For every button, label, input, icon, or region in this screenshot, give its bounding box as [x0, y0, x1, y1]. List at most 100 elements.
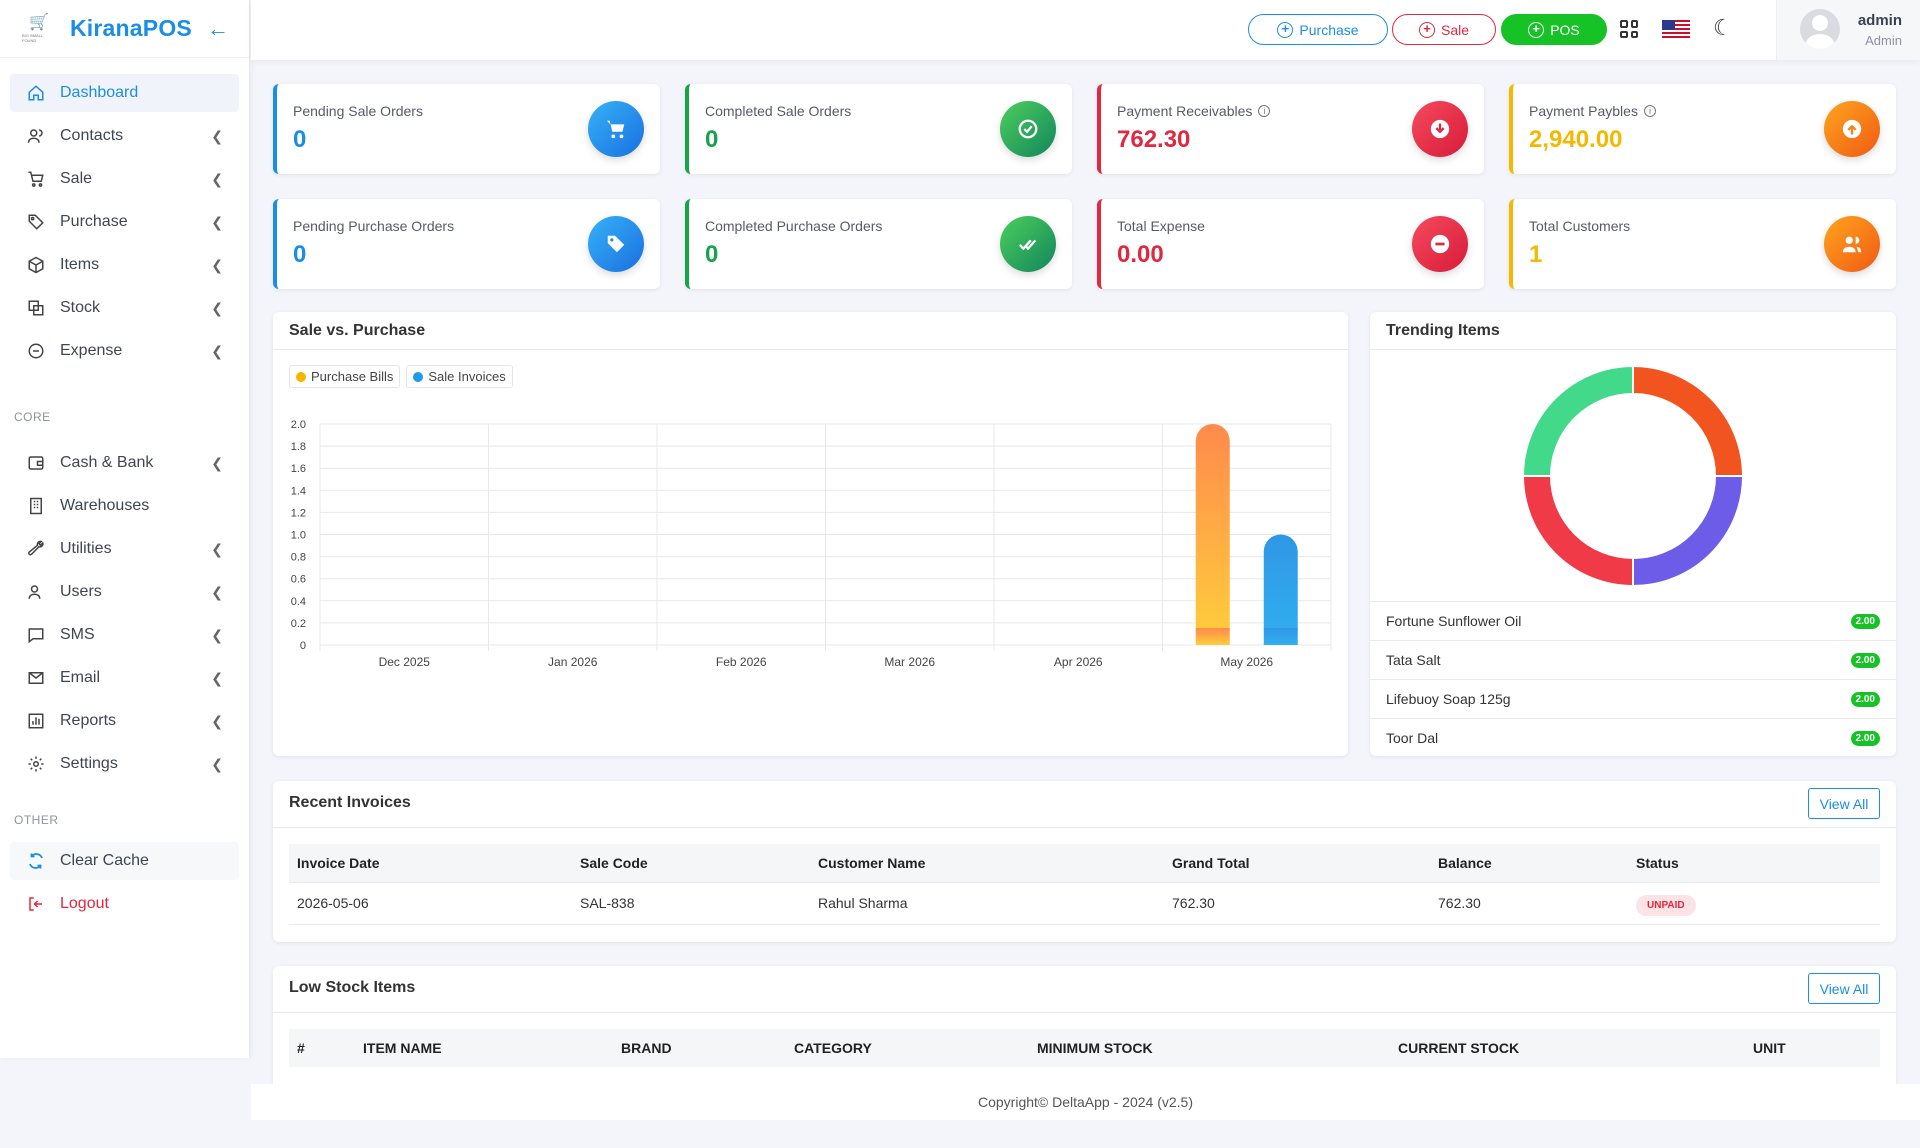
sidebar-item-contacts[interactable]: Contacts ❮	[10, 117, 239, 155]
us-flag-icon[interactable]	[1662, 20, 1690, 39]
sale-vs-purchase-card: Sale vs. Purchase Purchase Bills Sale In…	[273, 312, 1348, 756]
y-tick-label: 0.8	[291, 552, 306, 564]
topbar: + Purchase + Sale + POS ☾ admin Admin	[251, 0, 1920, 60]
sidebar-item-reports[interactable]: Reports ❮	[10, 702, 239, 740]
chevron-left-icon: ❮	[211, 540, 223, 557]
chevron-left-icon: ❮	[211, 626, 223, 643]
y-tick-label: 1.6	[291, 463, 306, 475]
bar-purchase-bills	[1195, 424, 1230, 645]
donut-slice-tata-salt[interactable]	[1632, 475, 1745, 588]
donut-slice-lifebuoy-soap-125g[interactable]	[1521, 475, 1634, 588]
legend-item-purchase-bills[interactable]: Purchase Bills	[289, 365, 401, 388]
column-header: CURRENT STOCK	[1390, 1029, 1745, 1067]
minus-circle-icon	[26, 341, 46, 361]
table-row[interactable]: 2026-05-06 SAL-838 Rahul Sharma 762.30 7…	[289, 881, 1880, 925]
pos-button[interactable]: + POS	[1501, 14, 1607, 45]
arrow-up-circle-icon	[1824, 101, 1880, 157]
list-item: Tata Salt 2.00	[1370, 640, 1896, 679]
user-menu[interactable]: admin Admin	[1776, 0, 1920, 60]
view-all-button[interactable]: View All	[1808, 973, 1880, 1004]
sidebar-item-clear-cache[interactable]: Clear Cache	[10, 842, 239, 880]
collapse-sidebar-icon[interactable]: ←	[207, 15, 229, 41]
sale-button[interactable]: + Sale	[1392, 14, 1496, 45]
cart-icon	[26, 169, 46, 189]
column-header: Sale Code	[572, 844, 810, 882]
moon-icon[interactable]: ☾	[1713, 15, 1733, 40]
stat-card-payment-paybles: Payment Paybles i 2,940.00	[1509, 84, 1896, 174]
status-badge: UNPAID	[1636, 895, 1696, 916]
sidebar-item-settings[interactable]: Settings ❮	[10, 745, 239, 783]
qty-badge: 2.00	[1850, 730, 1880, 746]
x-tick-label: Dec 2025	[379, 655, 431, 669]
sidebar-menu: Dashboard Contacts ❮ Sale ❮ Purchase ❮ I…	[0, 58, 249, 923]
divider	[273, 349, 1348, 350]
stat-card-pending-purchase-orders: Pending Purchase Orders 0	[273, 199, 660, 289]
sidebar-item-dashboard[interactable]: Dashboard	[10, 74, 239, 112]
section-label-other: OTHER	[14, 813, 59, 827]
list-item: Lifebuoy Soap 125g 2.00	[1370, 679, 1896, 718]
sidebar-item-sale[interactable]: Sale ❮	[10, 160, 239, 198]
sidebar-item-expense[interactable]: Expense ❮	[10, 332, 239, 370]
section-title: Low Stock Items	[289, 979, 416, 996]
x-tick-label: Jan 2026	[548, 655, 598, 669]
stat-card-completed-sale-orders: Completed Sale Orders 0	[685, 84, 1072, 174]
legend-dot	[413, 371, 424, 382]
divider	[273, 827, 1896, 828]
chevron-left-icon: ❮	[211, 583, 223, 600]
y-tick-label: 1.4	[291, 485, 306, 497]
building-icon	[26, 496, 46, 516]
sidebar-item-utilities[interactable]: Utilities ❮	[10, 530, 239, 568]
sidebar-item-warehouses[interactable]: Warehouses	[10, 487, 239, 525]
y-tick-label: 1.2	[291, 507, 306, 519]
tag-icon	[588, 216, 644, 272]
column-header: ITEM NAME	[355, 1029, 613, 1067]
sidebar-item-items[interactable]: Items ❮	[10, 246, 239, 284]
cart-icon	[588, 101, 644, 157]
divider	[273, 1012, 1896, 1013]
purchase-button[interactable]: + Purchase	[1248, 14, 1388, 45]
recent-invoices-card: Recent Invoices View All Invoice Date Sa…	[273, 781, 1896, 942]
section-label-core: CORE	[14, 410, 51, 424]
y-tick-label: 1.8	[291, 441, 306, 453]
y-tick-label: 1.0	[291, 530, 306, 542]
stat-card-payment-receivables: Payment Receivables i 762.30	[1097, 84, 1484, 174]
donut-slice-fortune-sunflower-oil[interactable]	[1632, 364, 1745, 477]
double-check-icon	[1000, 216, 1056, 272]
sidebar-item-purchase[interactable]: Purchase ❮	[10, 203, 239, 241]
chevron-left-icon: ❮	[211, 213, 223, 230]
chart-legend: Purchase Bills Sale Invoices	[289, 365, 513, 388]
y-tick-label: 0.2	[291, 618, 306, 630]
view-all-button[interactable]: View All	[1808, 788, 1880, 819]
footer: Copyright© DeltaApp - 2024 (v2.5)	[251, 1084, 1920, 1120]
gear-icon	[26, 754, 46, 774]
plus-circle-icon: +	[1277, 21, 1294, 38]
sale-vs-purchase-chart: 0 0.2 0.4 0.6 0.8 1.0 1.2 1.4 1.6 1.8 2.0 Dec 2025 J…	[291, 419, 1332, 669]
sidebar-item-users[interactable]: Users ❮	[10, 573, 239, 611]
section-title: Recent Invoices	[289, 794, 411, 811]
info-icon[interactable]: i	[1258, 105, 1271, 117]
chevron-left-icon: ❮	[211, 669, 223, 686]
section-title: Trending Items	[1386, 322, 1500, 339]
y-tick-label: 0.4	[291, 596, 306, 608]
sidebar-item-logout[interactable]: Logout	[10, 885, 239, 923]
avatar	[1800, 9, 1840, 49]
list-item: Toor Dal 2.00	[1370, 718, 1896, 757]
sidebar-item-sms[interactable]: SMS ❮	[10, 616, 239, 654]
sidebar-item-email[interactable]: Email ❮	[10, 659, 239, 697]
bar-sale-invoices	[1263, 534, 1298, 645]
low-stock-card: Low Stock Items View All # ITEM NAME BRA…	[273, 966, 1896, 1084]
legend-item-sale-invoices[interactable]: Sale Invoices	[406, 365, 513, 388]
sidebar-item-stock[interactable]: Stock ❮	[10, 289, 239, 327]
section-title: Sale vs. Purchase	[289, 322, 426, 339]
message-icon	[26, 625, 46, 645]
column-header: Customer Name	[810, 844, 1164, 882]
arrow-down-circle-icon	[1412, 101, 1468, 157]
apps-grid-icon[interactable]	[1620, 20, 1638, 38]
sidebar-item-cash-bank[interactable]: Cash & Bank ❮	[10, 444, 239, 482]
app-name: KiranaPOS	[70, 15, 192, 41]
donut-slice-toor-dal[interactable]	[1521, 364, 1634, 477]
y-tick-label: 0.6	[291, 574, 306, 586]
sidebar: 🛒 BIG SMALL FOUND KiranaPOS ← Dashboard …	[0, 0, 250, 1058]
column-header: Status	[1628, 844, 1880, 882]
info-icon[interactable]: i	[1643, 105, 1656, 117]
